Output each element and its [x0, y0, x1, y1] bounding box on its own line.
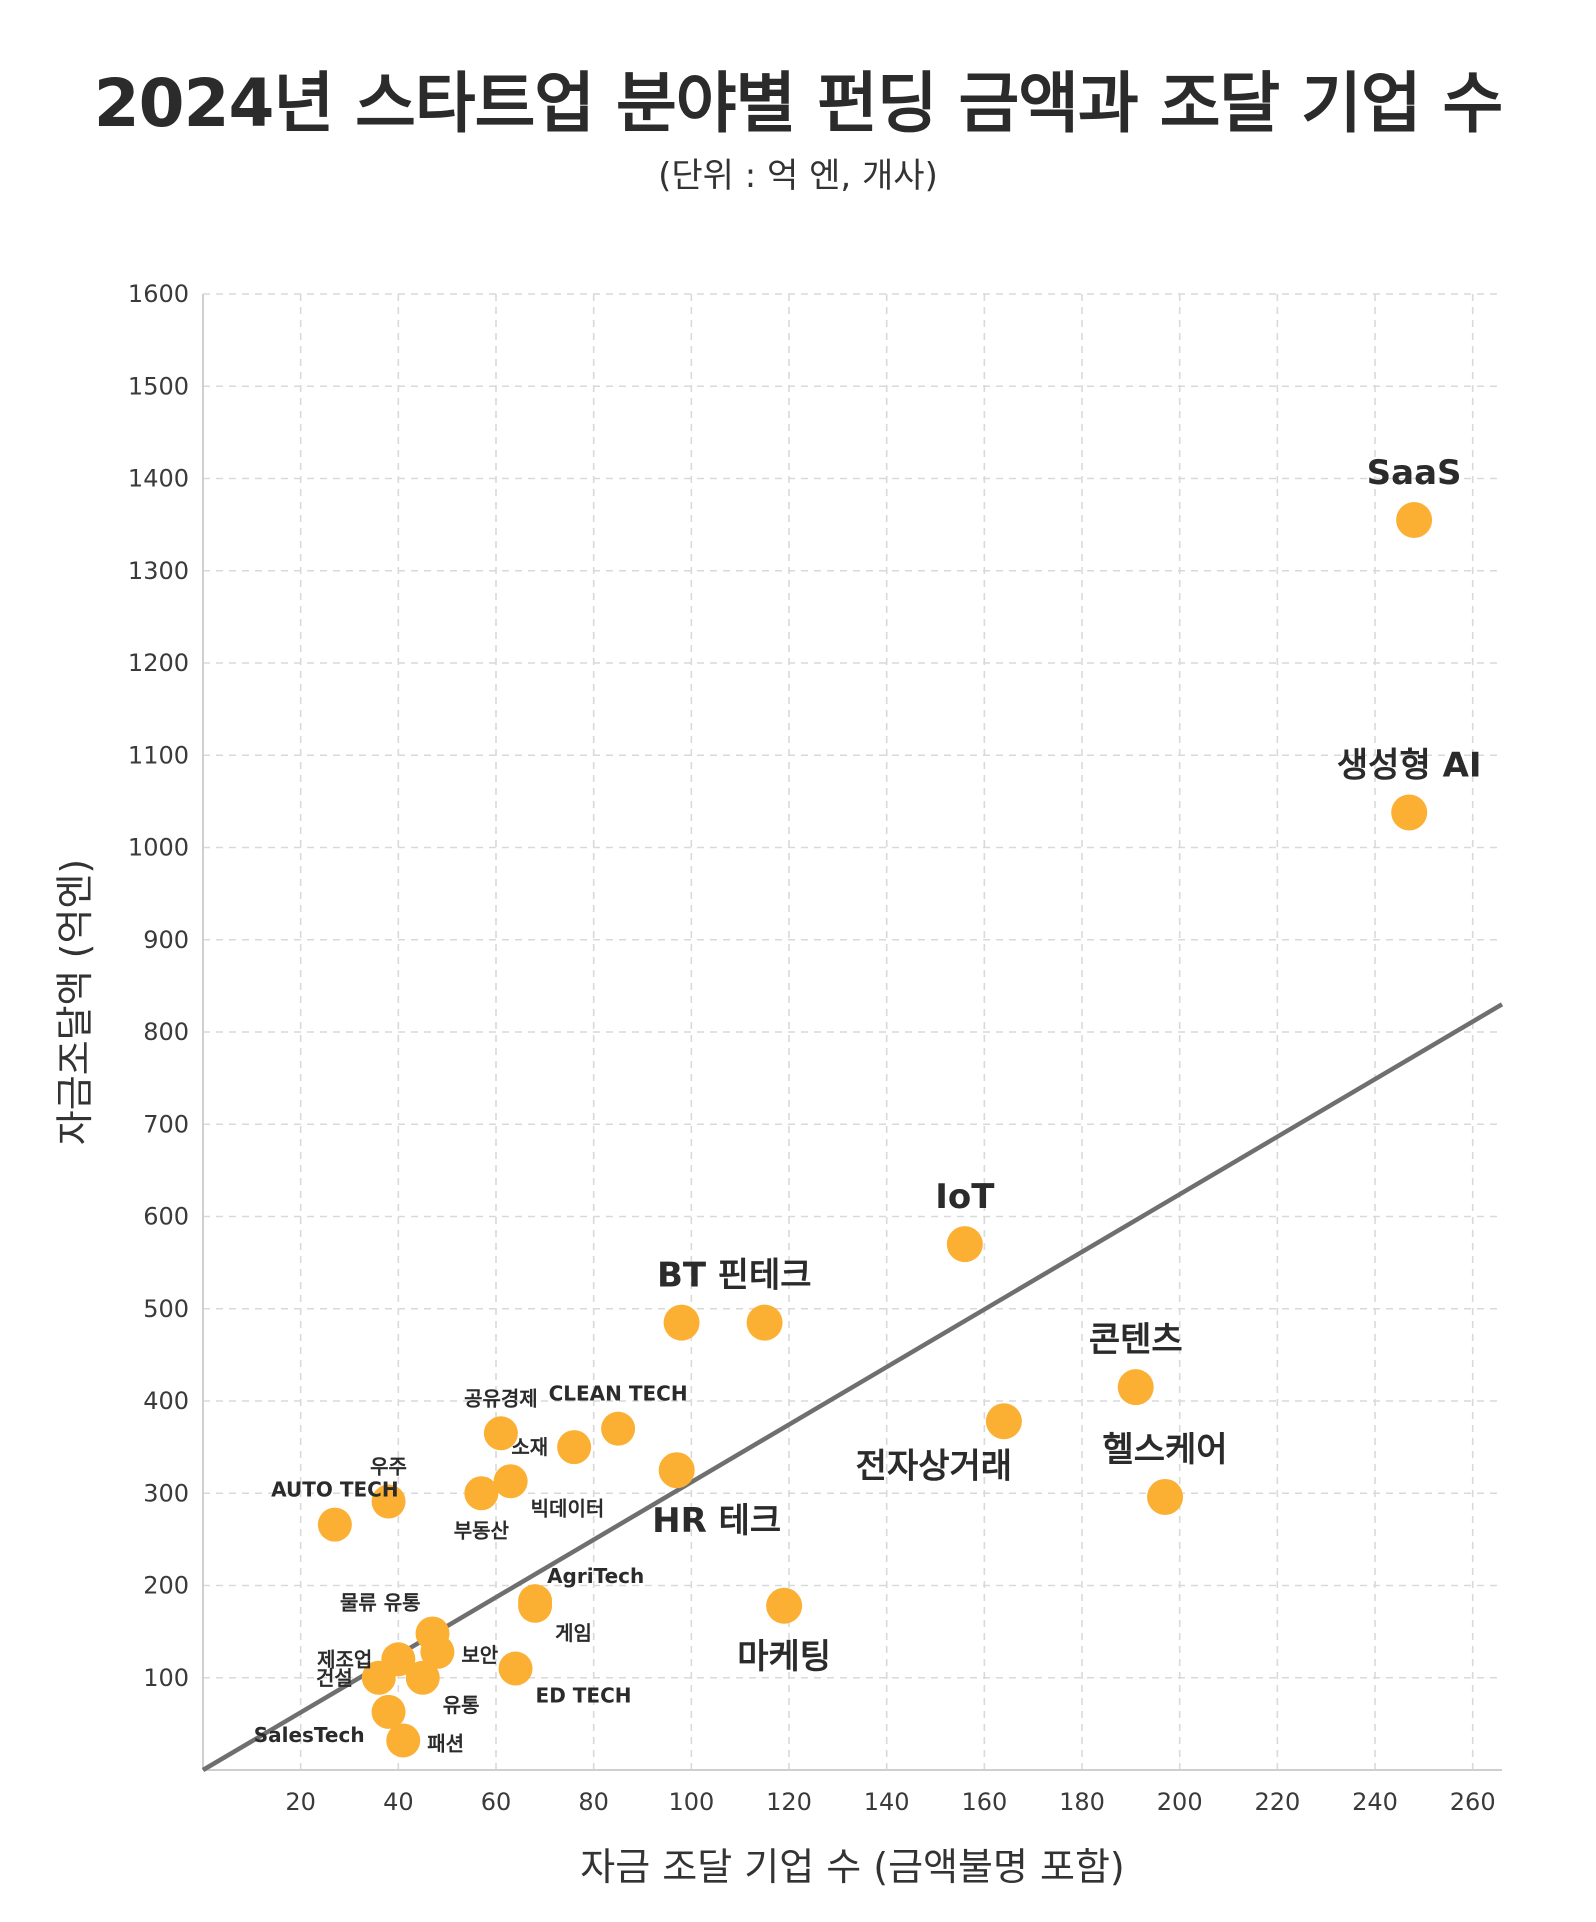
point-label: 빅데이터	[531, 1496, 605, 1520]
x-tick-label: 200	[1157, 1788, 1203, 1816]
data-points	[317, 502, 1433, 1758]
x-tick-label: 40	[383, 1788, 414, 1816]
data-point	[557, 1430, 592, 1465]
point-label: CLEAN TECH	[549, 1382, 688, 1406]
y-tick-label: 200	[143, 1572, 189, 1600]
data-point	[601, 1411, 636, 1446]
point-label: 부동산	[454, 1518, 510, 1542]
y-tick-label: 1000	[128, 834, 189, 862]
x-tick-label: 100	[668, 1788, 714, 1816]
y-tick-label: 1400	[128, 465, 189, 493]
point-label: 건설	[316, 1666, 353, 1690]
y-axis-title: 자금조달액 (억엔)	[53, 859, 97, 1145]
y-tick-label: 1100	[128, 741, 189, 769]
data-point	[361, 1660, 396, 1695]
axes	[202, 294, 1502, 1771]
point-label: 소재	[511, 1435, 548, 1459]
y-tick-label: 900	[143, 926, 189, 954]
data-point	[746, 1304, 783, 1341]
point-label: AgriTech	[547, 1564, 644, 1588]
point-label: 패션	[427, 1731, 464, 1755]
y-tick-label: 600	[143, 1203, 189, 1231]
y-tick-label: 800	[143, 1018, 189, 1046]
point-label: 우주	[370, 1455, 407, 1479]
point-label: IoT	[935, 1177, 995, 1217]
x-tick-label: 120	[766, 1788, 812, 1816]
y-tick-label: 500	[143, 1295, 189, 1323]
data-point	[483, 1416, 518, 1451]
point-label: SalesTech	[254, 1723, 365, 1747]
y-tick-label: 1500	[128, 372, 189, 400]
point-label: 유통	[443, 1693, 480, 1717]
y-tick-label: 1300	[128, 557, 189, 585]
point-label: BT	[657, 1256, 707, 1296]
point-label: 헬스케어	[1102, 1430, 1227, 1470]
point-label: 게임	[555, 1621, 592, 1645]
data-point	[1391, 794, 1428, 831]
grid-lines	[203, 293, 1502, 1770]
data-point	[1396, 502, 1433, 539]
data-point	[386, 1723, 421, 1758]
chart-subtitle: (단위 : 억 엔, 개사)	[658, 156, 938, 196]
point-label: ED TECH	[536, 1684, 632, 1708]
data-point	[371, 1694, 406, 1729]
x-tick-label: 180	[1059, 1788, 1105, 1816]
point-label: 공유경제	[464, 1386, 538, 1410]
y-tick-label: 1600	[128, 280, 189, 308]
point-label: HR 테크	[652, 1501, 781, 1541]
data-point	[518, 1588, 553, 1623]
data-point	[317, 1507, 352, 1542]
data-point	[405, 1660, 440, 1695]
point-label: 마케팅	[737, 1637, 831, 1677]
data-point	[493, 1464, 528, 1499]
data-point	[658, 1452, 695, 1489]
point-label: 제조업	[317, 1647, 372, 1671]
point-label: 전자상거래	[856, 1446, 1012, 1486]
y-tick-label: 1200	[128, 649, 189, 677]
y-tick-label: 300	[143, 1479, 189, 1507]
y-tick-label: 700	[143, 1110, 189, 1138]
point-label: 물류 유통	[340, 1590, 421, 1614]
data-point	[985, 1403, 1022, 1440]
x-tick-label: 140	[864, 1788, 910, 1816]
point-label: SaaS	[1367, 453, 1462, 493]
x-tick-label: 220	[1254, 1788, 1300, 1816]
point-label: 핀테크	[718, 1256, 812, 1296]
data-point	[1147, 1478, 1184, 1515]
x-tick-label: 260	[1450, 1788, 1496, 1816]
data-point	[946, 1226, 983, 1263]
point-label: AUTO TECH	[271, 1478, 398, 1502]
x-tick-label: 160	[961, 1788, 1007, 1816]
x-tick-label: 20	[285, 1788, 316, 1816]
data-point	[663, 1304, 700, 1341]
data-point	[420, 1634, 455, 1669]
x-tick-label: 240	[1352, 1788, 1398, 1816]
point-label: 생성형 AI	[1337, 745, 1482, 785]
point-label: 보안	[461, 1643, 498, 1667]
data-point	[464, 1476, 499, 1511]
x-axis-title: 자금 조달 기업 수 (금액불명 포함)	[580, 1845, 1125, 1889]
x-tick-label: 60	[481, 1788, 512, 1816]
y-tick-label: 100	[143, 1664, 189, 1692]
y-tick-label: 400	[143, 1387, 189, 1415]
chart-title: 2024년 스타트업 분야별 펀딩 금액과 조달 기업 수	[93, 65, 1504, 142]
data-point	[1117, 1369, 1154, 1406]
x-tick-label: 80	[578, 1788, 609, 1816]
data-point	[498, 1651, 533, 1686]
point-label: 콘텐츠	[1089, 1320, 1183, 1360]
data-point	[766, 1587, 803, 1624]
tick-labels: 20 40 60 80 100 120 140 160 180 200 220 240 260 100 20…	[128, 280, 1496, 1816]
data-point	[371, 1484, 406, 1519]
